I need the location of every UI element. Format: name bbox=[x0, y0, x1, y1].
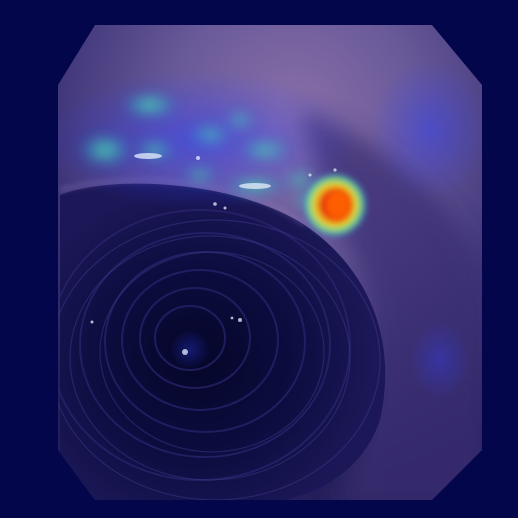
lumen-opening bbox=[60, 183, 386, 500]
endoscope-view bbox=[58, 25, 482, 500]
specular-highlights bbox=[90, 153, 337, 355]
